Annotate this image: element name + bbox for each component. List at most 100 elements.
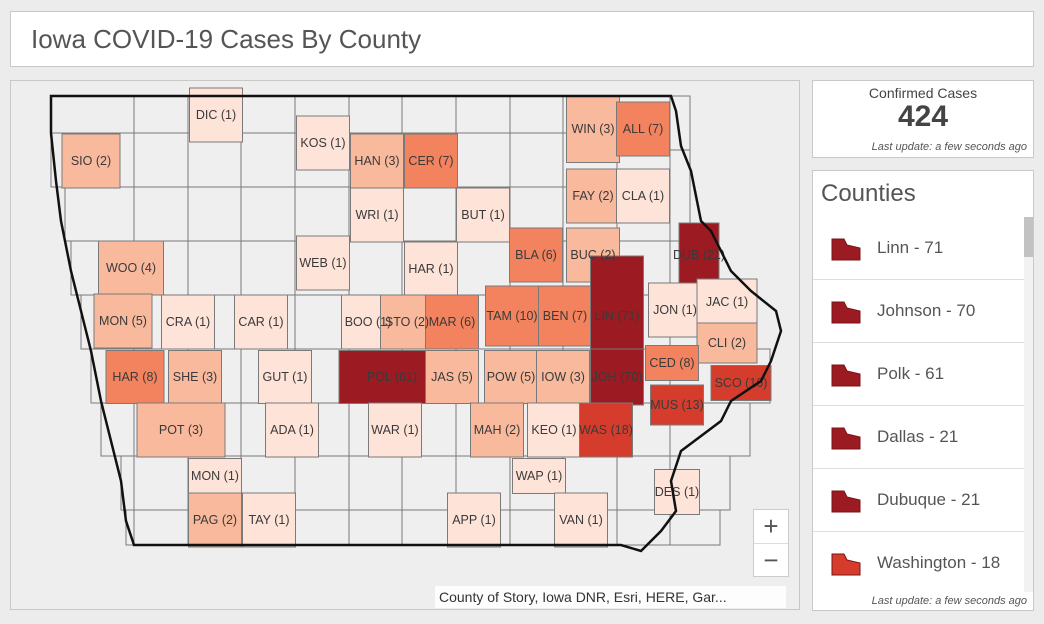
county-fill[interactable] (616, 101, 670, 157)
county-cell[interactable] (294, 186, 350, 242)
county-cell[interactable] (187, 240, 242, 296)
county-fill[interactable] (296, 235, 350, 291)
county-fill[interactable] (538, 285, 592, 347)
county-fill[interactable] (650, 384, 704, 426)
county-fill[interactable] (368, 402, 422, 458)
county-cell[interactable] (348, 455, 403, 511)
county-fill[interactable] (590, 348, 644, 406)
county-fill[interactable] (136, 402, 226, 458)
county-fill[interactable] (265, 402, 319, 458)
county-fill[interactable] (447, 492, 501, 548)
county-fill[interactable] (168, 350, 222, 404)
county-fill[interactable] (470, 402, 524, 458)
county-cell[interactable] (455, 95, 511, 134)
zoom-out-button[interactable]: − (763, 545, 779, 575)
county-fill[interactable] (258, 350, 312, 404)
county-cell[interactable] (616, 509, 671, 546)
county-fill[interactable] (234, 294, 288, 350)
county-cell[interactable] (240, 186, 296, 242)
county-fill[interactable] (485, 285, 539, 347)
county-cell[interactable] (240, 95, 296, 134)
county-symbol-icon (831, 301, 861, 324)
county-cell[interactable] (133, 509, 189, 546)
county-fill[interactable] (566, 95, 620, 163)
county-fill[interactable] (645, 345, 699, 381)
counties-list[interactable]: Linn - 71 Johnson - 70 Polk - 61 Dallas - 2… (813, 217, 1025, 592)
county-label: MUS (13) (650, 398, 703, 412)
county-fill[interactable] (93, 293, 153, 349)
county-list-item[interactable]: Dubuque - 21 (813, 469, 1025, 532)
county-fill[interactable] (350, 133, 404, 189)
county-cell[interactable] (294, 509, 350, 546)
county-cell[interactable] (348, 509, 403, 546)
county-cell[interactable] (64, 186, 135, 242)
county-fill[interactable] (404, 241, 458, 297)
county-fill[interactable] (456, 187, 510, 243)
county-label: WOO (4) (106, 261, 156, 275)
county-fill[interactable] (61, 133, 121, 189)
county-label: STO (2) (385, 315, 429, 329)
county-fill[interactable] (696, 322, 758, 364)
county-cell[interactable] (509, 132, 564, 188)
county-cell[interactable] (133, 95, 189, 134)
county-fill[interactable] (579, 402, 633, 458)
county-cell[interactable] (125, 509, 135, 546)
county-fill[interactable] (484, 350, 538, 404)
county-label: BUC (2) (570, 248, 615, 262)
county-fill[interactable] (242, 492, 296, 548)
county-cell[interactable] (455, 132, 511, 188)
county-list-item[interactable]: Polk - 61 (813, 343, 1025, 406)
county-fill[interactable] (188, 458, 242, 494)
county-fill[interactable] (404, 133, 458, 189)
county-label: DIC (1) (196, 108, 236, 122)
county-cell[interactable] (133, 132, 189, 188)
county-list-item[interactable]: Johnson - 70 (813, 280, 1025, 343)
county-fill[interactable] (554, 492, 608, 548)
county-cell[interactable] (133, 455, 189, 511)
county-cell[interactable] (240, 132, 296, 188)
county-list-item[interactable]: Dallas - 21 (813, 406, 1025, 469)
map-attribution[interactable]: County of Story, Iowa DNR, Esri, HERE, G… (435, 586, 786, 608)
county-fill[interactable] (648, 282, 702, 338)
county-cell[interactable] (187, 186, 242, 242)
county-fill[interactable] (616, 168, 670, 224)
confirmed-cases-label: Confirmed Cases (868, 85, 978, 101)
map-panel[interactable]: DIC (1) SIO (2) KOS (1) HAN (3) CER (7) WIN (… (10, 80, 800, 610)
county-label: WEB (1) (299, 256, 346, 270)
county-fill[interactable] (350, 187, 404, 243)
county-list-item[interactable]: Linn - 71 (813, 217, 1025, 280)
county-label: JAS (5) (431, 370, 473, 384)
county-fill[interactable] (425, 294, 479, 350)
county-label: JAC (1) (706, 295, 748, 309)
county-fill[interactable] (536, 350, 590, 404)
county-fill[interactable] (296, 115, 350, 171)
county-cell[interactable] (294, 294, 350, 350)
county-list-label: Dallas - 21 (877, 427, 959, 446)
county-fill[interactable] (425, 350, 479, 404)
county-cell[interactable] (133, 186, 189, 242)
county-cell[interactable] (509, 95, 564, 134)
county-cell[interactable] (401, 95, 457, 134)
scrollbar-thumb[interactable] (1024, 217, 1033, 257)
zoom-in-button[interactable]: + (754, 510, 788, 544)
cases-last-update: Last update: a few seconds ago (871, 141, 1027, 153)
county-fill[interactable] (380, 294, 434, 350)
county-cell[interactable] (348, 240, 403, 296)
county-cell[interactable] (401, 186, 457, 242)
county-fill[interactable] (654, 469, 700, 515)
county-fill[interactable] (527, 402, 581, 458)
county-cell[interactable] (669, 509, 721, 546)
county-cell[interactable] (348, 95, 403, 134)
county-fill[interactable] (161, 294, 215, 350)
county-fill[interactable] (509, 227, 563, 283)
scrollbar-track[interactable] (1024, 217, 1033, 592)
county-list-item[interactable]: Washington - 18 (813, 532, 1025, 592)
county-fill[interactable] (105, 350, 165, 404)
county-cell[interactable] (100, 402, 135, 457)
county-cell[interactable] (294, 455, 350, 511)
county-fill[interactable] (188, 492, 242, 548)
county-cell[interactable] (240, 240, 296, 296)
iowa-county-map[interactable]: DIC (1) SIO (2) KOS (1) HAN (3) CER (7) WIN (… (11, 81, 800, 610)
county-fill[interactable] (512, 458, 566, 494)
county-fill[interactable] (566, 168, 620, 224)
